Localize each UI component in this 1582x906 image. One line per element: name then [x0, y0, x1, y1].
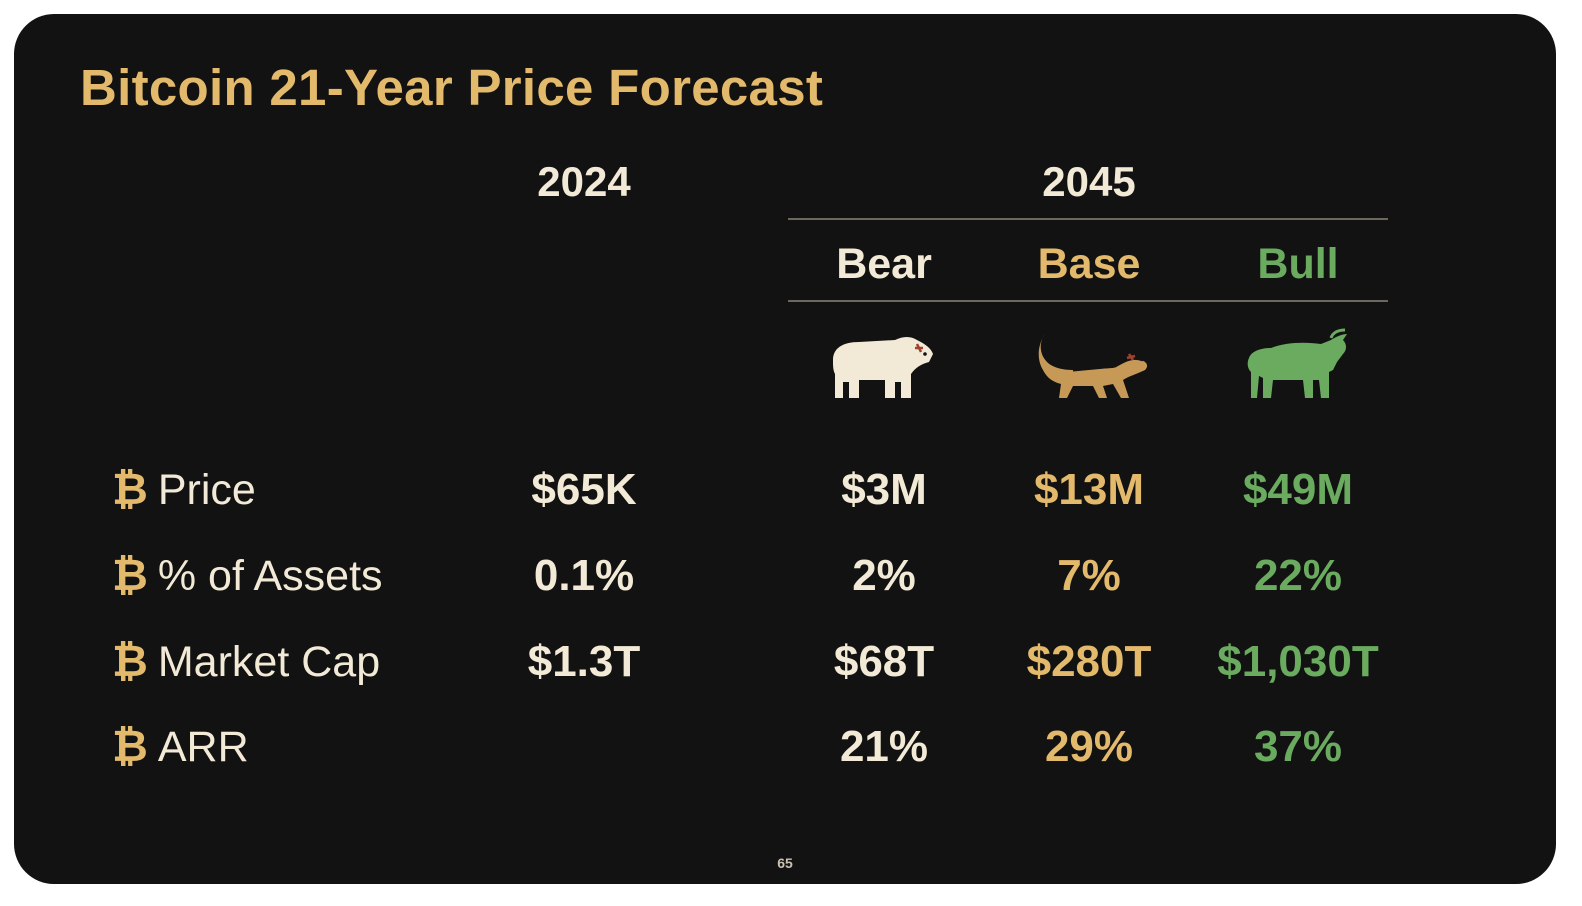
row-label-market-cap: ₿ Market Cap: [112, 637, 380, 687]
scenario-bull-header: Bull: [1257, 240, 1339, 288]
price-bear-value: $3M: [841, 465, 927, 514]
bitcoin-icon: ₿: [112, 551, 148, 600]
year-2045-header: 2045: [1042, 158, 1136, 205]
row-label-text: Price: [157, 465, 256, 514]
bear-icon: [833, 337, 933, 398]
page-number: 65: [777, 855, 793, 871]
row-label-assets: ₿ % of Assets: [112, 551, 383, 601]
row-label-arr: ₿ ARR: [112, 722, 249, 772]
price-base-value: $13M: [1033, 465, 1145, 514]
price-2024-value: $65K: [531, 465, 637, 514]
row-label-text: % of Assets: [157, 551, 383, 600]
assets-bear-value: 2%: [852, 551, 916, 600]
header-divider-bottom: [788, 300, 1388, 302]
marketcap-bear-value: $68T: [833, 637, 935, 686]
arr-bear-value: 21%: [839, 722, 929, 771]
row-label-price: ₿ Price: [112, 465, 256, 515]
bull-icon: [1247, 328, 1347, 398]
scenario-bear-header: Bear: [836, 240, 932, 288]
header-divider-top: [788, 218, 1388, 220]
assets-2024-value: 0.1%: [533, 551, 635, 600]
year-2024-header: 2024: [537, 158, 631, 205]
assets-bull-value: 22%: [1253, 551, 1343, 600]
marketcap-base-value: $280T: [1026, 637, 1152, 686]
scenario-base-header: Base: [1037, 240, 1141, 288]
assets-base-value: 7%: [1057, 551, 1121, 600]
arr-bull-value: 37%: [1253, 722, 1343, 771]
bitcoin-icon: ₿: [112, 722, 148, 771]
row-label-text: ARR: [157, 722, 249, 771]
marketcap-2024-value: $1.3T: [527, 637, 641, 686]
marketcap-bull-value: $1,030T: [1217, 637, 1379, 686]
slide-title: Bitcoin 21-Year Price Forecast: [80, 59, 824, 116]
bitcoin-icon: ₿: [112, 637, 148, 686]
price-bull-value: $49M: [1242, 465, 1354, 514]
slide: [14, 14, 1556, 884]
arr-base-value: 29%: [1044, 722, 1134, 771]
row-label-text: Market Cap: [157, 637, 381, 686]
honey-badger-icon: [1038, 334, 1148, 398]
bitcoin-icon: ₿: [112, 465, 148, 514]
